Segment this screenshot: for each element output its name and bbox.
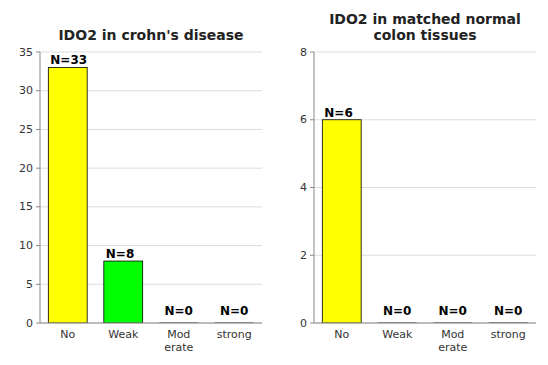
x-tick-label: Weak (382, 328, 413, 341)
text-line: erate (438, 341, 467, 354)
data-label: N=0 (494, 304, 522, 318)
text-line: IDO2 in matched normal (329, 11, 521, 27)
x-tick-label: strong (217, 328, 252, 341)
y-tick (310, 119, 314, 120)
x-axis-line (314, 323, 536, 324)
y-tick (36, 245, 40, 246)
text-line: Weak (382, 328, 413, 341)
data-label: N=0 (383, 304, 411, 318)
bars (322, 120, 527, 323)
x-tick-label: No (60, 328, 75, 341)
data-label: N=6 (324, 106, 352, 120)
text-line: Mod (441, 328, 464, 341)
y-tick (310, 52, 314, 53)
y-tick-label: 0 (300, 317, 307, 330)
y-tick-label: 0 (26, 317, 33, 330)
data-label: N=33 (50, 53, 87, 67)
chart-svg: IDO2 in crohn's disease05101520253035N=3… (0, 0, 548, 365)
y-axis-line (314, 52, 315, 323)
y-tick (36, 90, 40, 91)
y-tick (36, 323, 40, 324)
grid-line (314, 323, 536, 324)
x-tick-label: strong (491, 328, 526, 341)
y-tick (310, 187, 314, 188)
text-line: erate (164, 341, 193, 354)
y-tick-label: 10 (19, 239, 33, 252)
y-tick-label: 15 (19, 200, 33, 213)
y-tick (36, 206, 40, 207)
y-tick-label: 25 (19, 123, 33, 136)
y-tick-label: 2 (300, 249, 307, 262)
x-tick-label: Moderate (164, 328, 193, 354)
y-tick-label: 20 (19, 162, 33, 175)
y-tick (36, 52, 40, 53)
data-label: N=0 (165, 304, 193, 318)
y-tick (310, 255, 314, 256)
y-tick-label: 8 (300, 46, 307, 59)
text-line: Weak (108, 328, 139, 341)
bar (322, 120, 361, 323)
y-tick-label: 30 (19, 84, 33, 97)
y-axis-line (40, 52, 41, 323)
bar (48, 67, 87, 323)
data-label: N=0 (220, 304, 248, 318)
text-line: colon tissues (373, 27, 476, 43)
panel: IDO2 in matched normalcolon tissues 0 2 4 6 8… (300, 11, 536, 354)
data-label: N=8 (106, 247, 134, 261)
text-line: IDO2 in crohn's disease (58, 27, 243, 43)
panel: IDO2 in crohn's disease 0 5 10 15 20 25 30 35 N=3… (19, 27, 262, 354)
y-tick (310, 323, 314, 324)
chart-container: IDO2 in crohn's disease05101520253035N=3… (0, 0, 548, 365)
x-tick-label: Moderate (438, 328, 467, 354)
y-tick-label: 4 (300, 181, 307, 194)
x-tick-label: Weak (108, 328, 139, 341)
text-line: strong (217, 328, 252, 341)
text-line: strong (491, 328, 526, 341)
text-line: No (334, 328, 349, 341)
y-tick (36, 168, 40, 169)
bars (48, 67, 253, 323)
y-tick-label: 35 (19, 46, 33, 59)
text-line: Mod (167, 328, 190, 341)
x-axis-line (40, 323, 262, 324)
y-tick (36, 284, 40, 285)
x-tick-label: No (334, 328, 349, 341)
grid-line (40, 52, 262, 53)
y-tick-label: 6 (300, 113, 307, 126)
title: IDO2 in crohn's disease (58, 27, 243, 43)
title: IDO2 in matched normalcolon tissues (329, 11, 521, 43)
grid-line (314, 52, 536, 53)
text-line: No (60, 328, 75, 341)
y-tick-label: 5 (26, 278, 33, 291)
bar (104, 261, 143, 323)
y-tick (36, 129, 40, 130)
grid-line (40, 323, 262, 324)
data-label: N=0 (439, 304, 467, 318)
